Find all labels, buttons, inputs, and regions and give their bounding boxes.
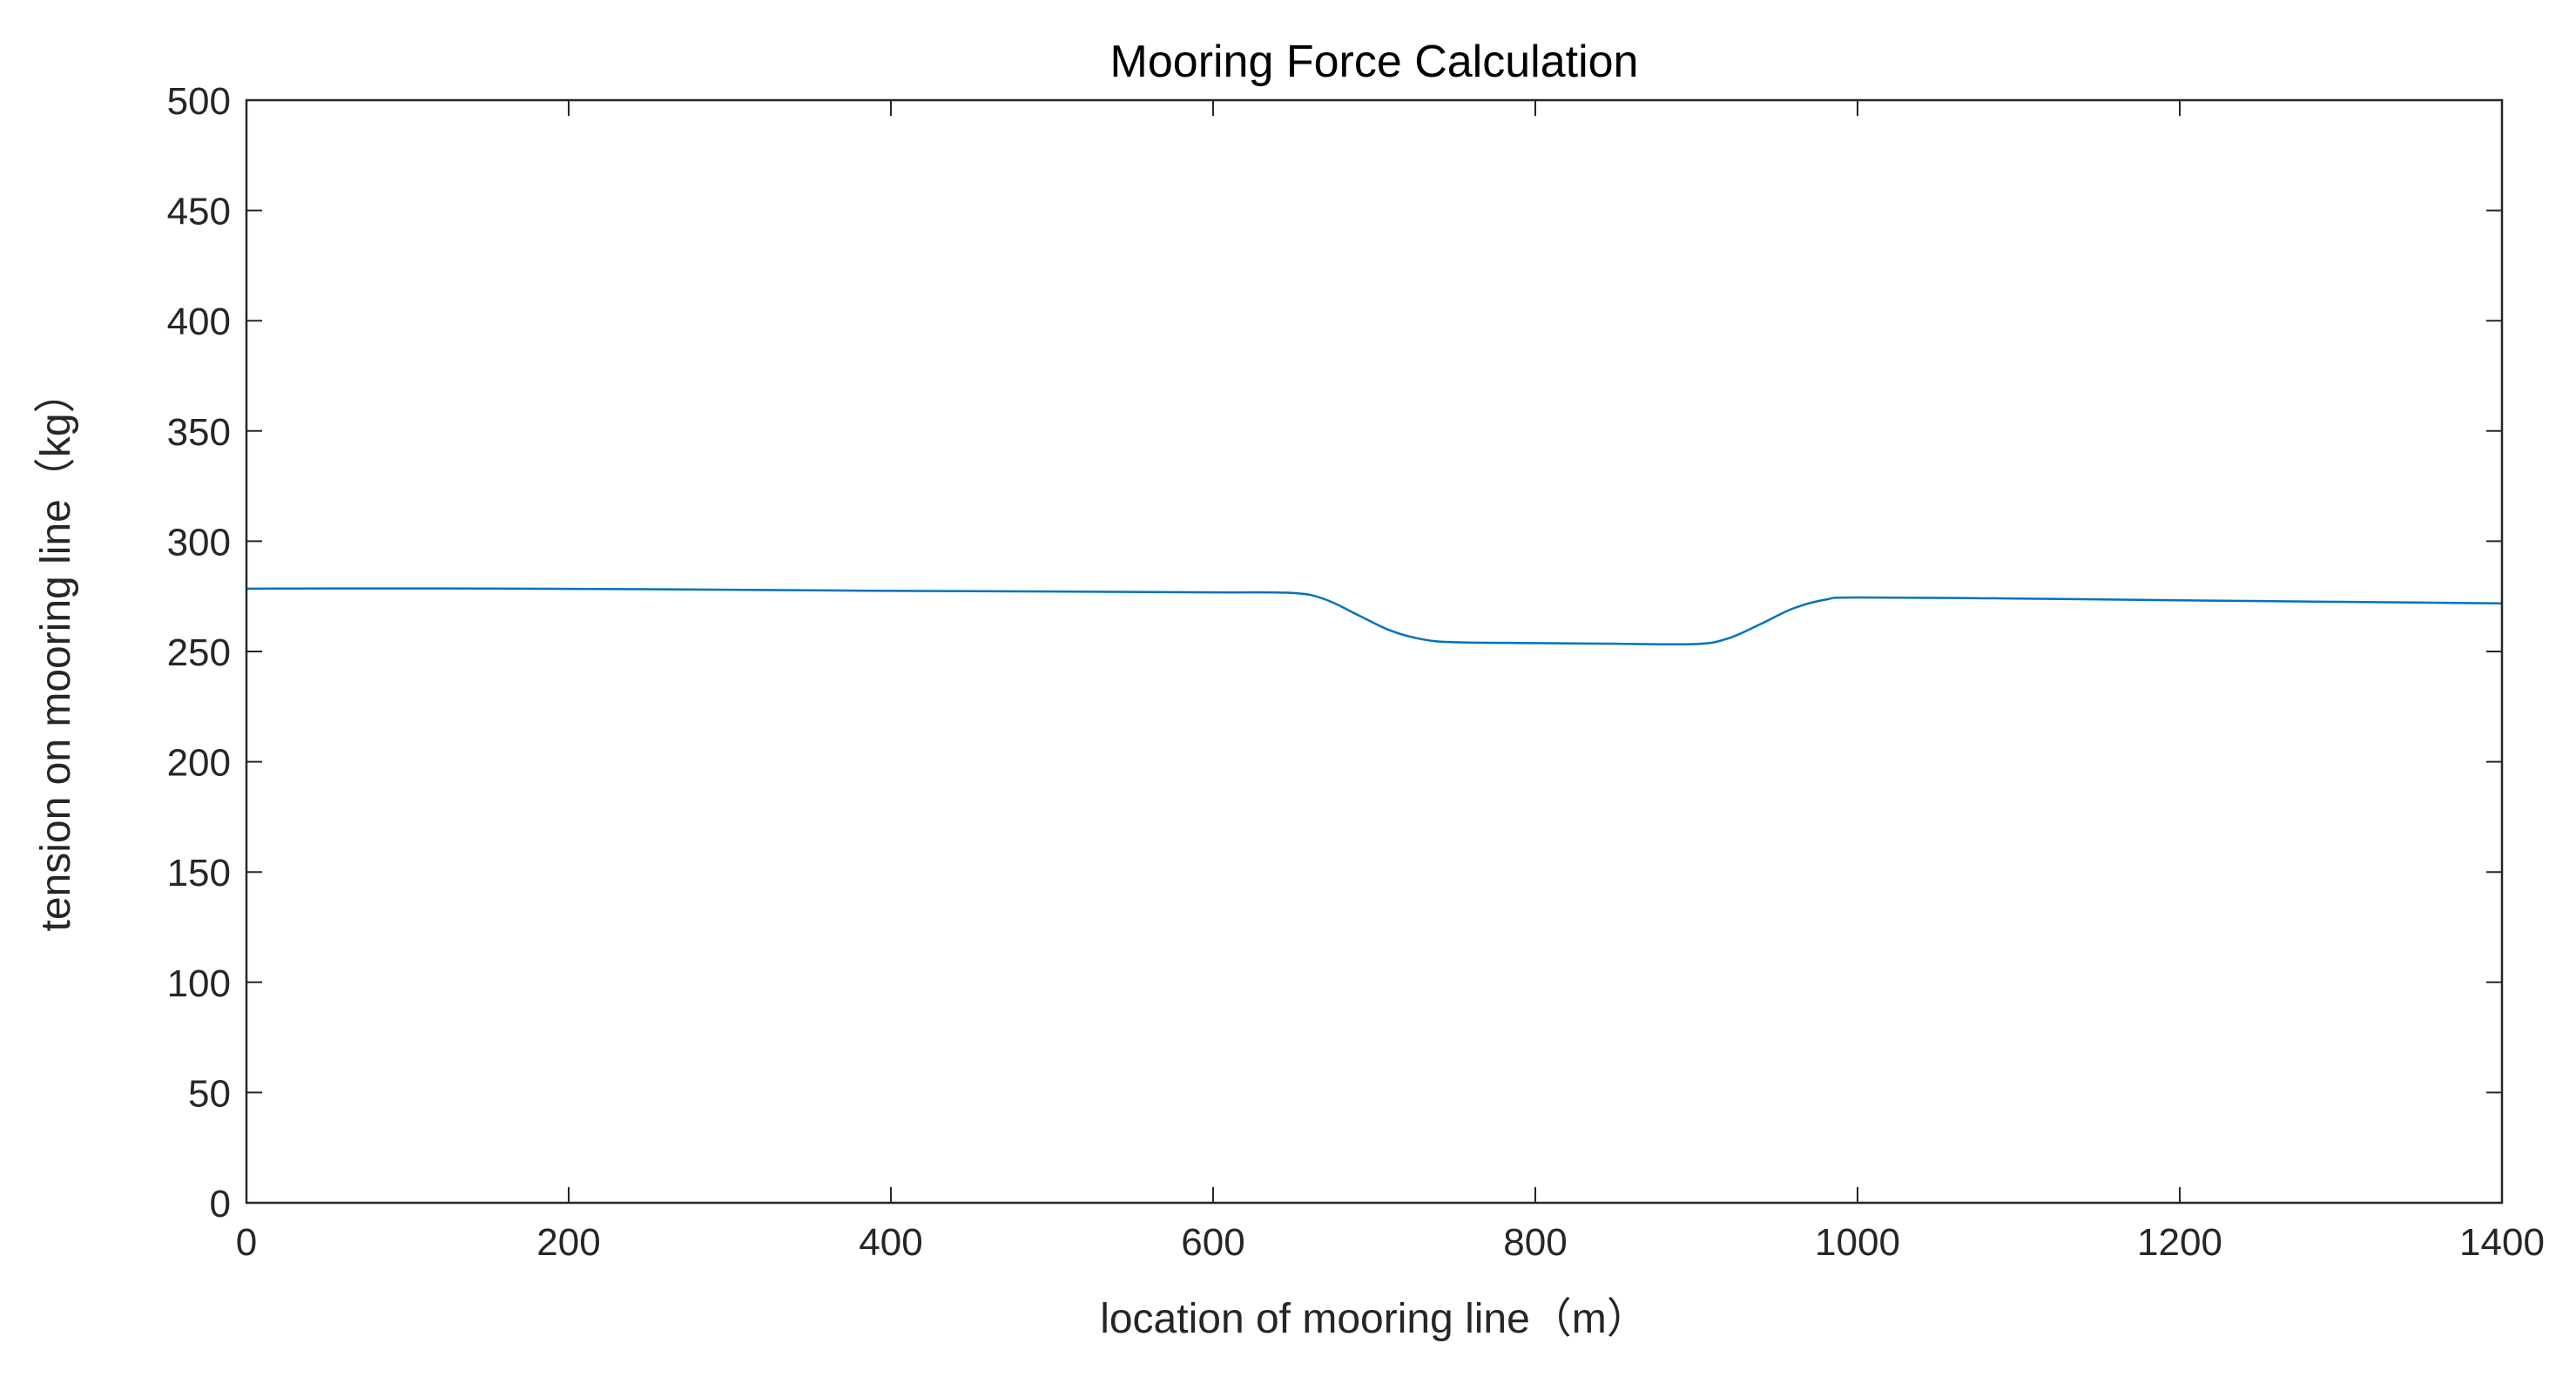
y-tick-label: 300 [167,521,231,564]
y-tick-label: 200 [167,742,231,785]
x-tick-label: 0 [236,1221,257,1264]
x-tick-label: 1200 [2137,1221,2222,1264]
y-tick-label: 100 [167,962,231,1005]
y-tick-label: 450 [167,191,231,233]
x-tick-label: 600 [1181,1221,1244,1264]
y-tick-label: 150 [167,852,231,894]
y-axis-label: tension on mooring line（kg） [33,371,79,931]
x-tick-label: 1000 [1815,1221,1900,1264]
x-tick-label: 1400 [2459,1221,2545,1264]
y-tick-label: 500 [167,80,231,123]
series-line-tension [246,587,2503,646]
x-tick-label: 800 [1503,1221,1567,1264]
x-axis-label: location of mooring line（m） [1100,1296,1649,1342]
y-tick-label: 0 [210,1183,231,1225]
x-tick-label: 200 [536,1221,600,1264]
y-tick-label: 250 [167,631,231,674]
axes-box [245,98,2504,1205]
y-tick-label: 350 [167,411,231,454]
y-tick-label: 400 [167,300,231,343]
y-tick-label: 50 [188,1072,231,1115]
x-tick-label: 400 [859,1221,922,1264]
chart-title: Mooring Force Calculation [1110,37,1639,87]
tick-labels-layer: 0 200 400 600 800 1000 1200 1400 0 50 100 150 200 250… [167,80,2545,1264]
